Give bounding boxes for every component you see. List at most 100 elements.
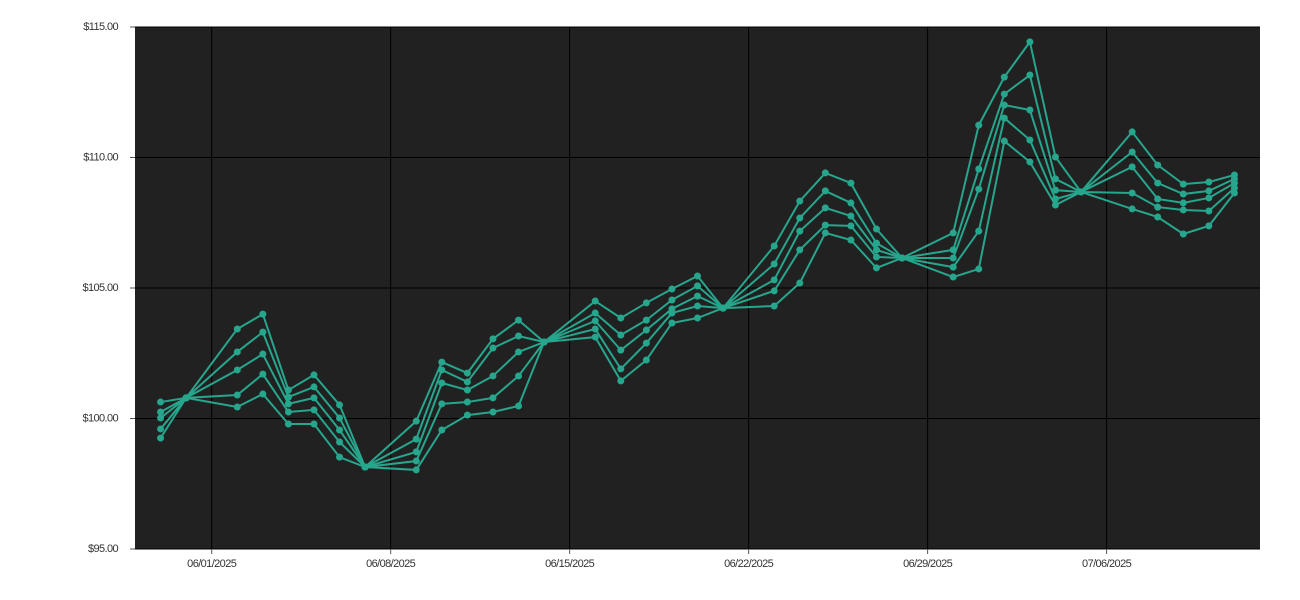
data-point: [515, 332, 523, 340]
data-point: [1154, 203, 1162, 211]
data-point: [259, 350, 267, 358]
data-point: [540, 338, 548, 346]
data-point: [642, 299, 650, 307]
data-point: [463, 386, 471, 394]
data-point: [1051, 153, 1059, 161]
data-point: [949, 273, 957, 281]
data-point: [233, 366, 241, 374]
data-point: [1051, 175, 1059, 183]
data-point: [591, 317, 599, 325]
data-point: [463, 378, 471, 386]
y-tick-label: $115.00: [83, 21, 118, 33]
data-point: [1179, 206, 1187, 214]
data-point: [182, 394, 190, 402]
data-point: [1128, 163, 1136, 171]
data-point: [1128, 189, 1136, 197]
data-point: [233, 325, 241, 333]
data-point: [617, 346, 625, 354]
data-point: [847, 199, 855, 207]
data-point: [438, 366, 446, 374]
data-point: [233, 391, 241, 399]
data-point: [310, 383, 318, 391]
data-point: [1000, 101, 1008, 109]
data-point: [796, 279, 804, 287]
data-point: [284, 420, 292, 428]
data-point: [489, 372, 497, 380]
data-point: [1026, 158, 1034, 166]
x-tick-label: 07/06/2025: [1082, 558, 1132, 570]
data-point: [796, 197, 804, 205]
data-point: [1128, 148, 1136, 156]
data-point: [412, 435, 420, 443]
data-point: [642, 316, 650, 324]
x-tick-label: 06/22/2025: [724, 558, 774, 570]
data-point: [796, 246, 804, 254]
data-point: [1000, 90, 1008, 98]
data-point: [975, 121, 983, 129]
data-point: [1179, 180, 1187, 188]
data-point: [694, 314, 701, 322]
data-point: [975, 227, 983, 235]
data-point: [796, 227, 804, 235]
data-point: [1026, 106, 1034, 114]
data-point: [259, 310, 267, 318]
data-point: [770, 242, 778, 250]
data-point: [310, 406, 318, 414]
y-tick-label: $110.00: [83, 151, 118, 163]
data-point: [438, 426, 446, 434]
data-point: [336, 453, 344, 461]
data-point: [259, 328, 267, 336]
data-point: [1026, 38, 1034, 46]
y-tick-label: $100.00: [82, 412, 118, 424]
data-point: [1051, 186, 1059, 194]
data-point: [1205, 222, 1213, 230]
data-point: [259, 370, 267, 378]
data-point: [336, 414, 344, 422]
data-point: [770, 276, 778, 284]
data-point: [770, 260, 778, 268]
data-point: [412, 448, 420, 456]
data-point: [412, 417, 420, 425]
data-point: [463, 369, 471, 377]
data-point: [310, 371, 318, 379]
data-point: [1051, 201, 1059, 209]
data-point: [310, 394, 318, 402]
data-point: [591, 309, 599, 317]
data-point: [1128, 205, 1136, 213]
data-point: [872, 253, 880, 261]
data-point: [1154, 195, 1162, 203]
data-point: [1205, 187, 1213, 195]
data-point: [898, 254, 906, 262]
data-point: [489, 335, 497, 343]
x-tick-label: 06/08/2025: [366, 558, 416, 570]
data-point: [821, 204, 829, 212]
x-tick-label: 06/01/2025: [187, 558, 237, 570]
data-point: [1128, 128, 1136, 136]
data-point: [949, 229, 957, 237]
data-point: [157, 398, 165, 406]
data-point: [233, 403, 241, 411]
data-point: [515, 372, 523, 380]
data-point: [1179, 190, 1187, 198]
data-point: [617, 377, 625, 385]
data-point: [463, 398, 471, 406]
data-point: [1205, 194, 1213, 202]
data-point: [1230, 179, 1238, 187]
data-point: [821, 229, 829, 237]
data-point: [872, 246, 880, 254]
data-point: [872, 239, 880, 247]
data-point: [515, 402, 523, 410]
data-point: [591, 333, 599, 341]
data-point: [949, 263, 957, 271]
data-point: [157, 434, 165, 442]
data-point: [821, 221, 829, 229]
data-point: [412, 457, 420, 465]
data-point: [949, 254, 957, 262]
data-point: [668, 319, 676, 327]
data-point: [336, 438, 344, 446]
data-point: [694, 302, 701, 310]
data-point: [1154, 179, 1162, 187]
data-point: [233, 348, 241, 356]
data-point: [617, 365, 625, 373]
data-point: [463, 411, 471, 419]
